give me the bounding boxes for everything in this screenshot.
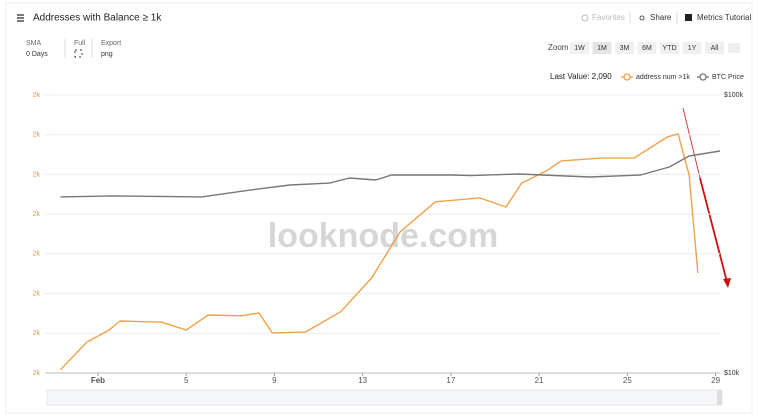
series-line bbox=[59, 133, 699, 371]
series-line bbox=[60, 150, 721, 198]
zoom-label: Zoom bbox=[548, 43, 569, 52]
y2-tick-label: $100k bbox=[724, 92, 744, 99]
annotation-arrow bbox=[699, 177, 728, 283]
x-tick-label: 17 bbox=[446, 376, 455, 385]
sma-select[interactable]: 0 Days bbox=[26, 51, 48, 58]
zoom-buttons: 1W 1M 3M 6M YTD 1Y All bbox=[570, 42, 724, 54]
zoom-button-label: 1Y bbox=[688, 45, 697, 52]
range-slider[interactable] bbox=[46, 389, 723, 406]
annotation-line bbox=[682, 107, 701, 179]
x-tick-label: 5 bbox=[184, 376, 189, 385]
legend-label[interactable]: BTC Price bbox=[712, 74, 744, 81]
zoom-button-label: 6M bbox=[642, 45, 652, 52]
zoom-button[interactable] bbox=[660, 42, 679, 54]
card bbox=[5, 2, 753, 414]
y-tick-label: 2k bbox=[33, 330, 41, 337]
x-tick-label: 29 bbox=[711, 376, 720, 385]
slider-handle[interactable] bbox=[717, 390, 722, 405]
legend-label[interactable]: address num >1k bbox=[636, 74, 690, 81]
zoom-button-label: 3M bbox=[620, 45, 630, 52]
legend-marker bbox=[699, 73, 707, 81]
y-tick-label: 2k bbox=[33, 251, 41, 258]
full-icon[interactable] bbox=[74, 49, 83, 58]
menu-icon[interactable] bbox=[17, 14, 24, 22]
zoom-button[interactable] bbox=[682, 42, 702, 54]
share-icon bbox=[639, 15, 645, 21]
favorites-icon bbox=[581, 14, 589, 22]
x-tick-label: 13 bbox=[358, 376, 367, 385]
y2-tick-label: $10k bbox=[724, 370, 740, 377]
tutorial-icon bbox=[685, 14, 692, 21]
last-value: Last Value: 2,090 bbox=[550, 72, 612, 81]
y-tick-label: 2k bbox=[33, 211, 41, 218]
export-label: Export bbox=[101, 40, 121, 47]
annotation-arrowhead bbox=[723, 278, 731, 288]
legend-marker bbox=[623, 73, 631, 81]
export-select[interactable]: png bbox=[101, 51, 113, 58]
share[interactable]: Share bbox=[650, 13, 672, 22]
y-tick-label: 2k bbox=[33, 132, 41, 139]
y-tick-label: 2k bbox=[33, 370, 41, 377]
page-title: Addresses with Balance ≥ 1k bbox=[33, 13, 162, 24]
y-tick-label: 2k bbox=[33, 92, 41, 99]
calendar-button[interactable] bbox=[728, 43, 740, 53]
zoom-button-label: 1M bbox=[597, 45, 607, 52]
zoom-button-label: 1W bbox=[574, 45, 585, 52]
y-tick-label: 2k bbox=[33, 171, 41, 178]
x-tick-label: Feb bbox=[91, 376, 105, 385]
y-tick-label: 2k bbox=[33, 290, 41, 297]
zoom-button[interactable] bbox=[637, 42, 657, 54]
zoom-button-label: All bbox=[711, 45, 719, 52]
zoom-button[interactable] bbox=[705, 42, 724, 54]
x-tick-label: 21 bbox=[535, 376, 544, 385]
watermark: looknode.com bbox=[268, 217, 498, 255]
zoom-button[interactable] bbox=[615, 42, 634, 54]
legend: address num >1k BTC Price bbox=[621, 73, 744, 81]
tutorial[interactable]: Metrics Tutorial bbox=[697, 13, 751, 22]
x-tick-label: 9 bbox=[272, 376, 277, 385]
zoom-button[interactable] bbox=[570, 42, 589, 54]
favorites[interactable]: Favorites bbox=[592, 13, 625, 22]
full-label: Full bbox=[74, 40, 86, 47]
zoom-button-label: YTD bbox=[663, 45, 677, 52]
x-tick-label: 25 bbox=[623, 376, 632, 385]
sma-label: SMA bbox=[26, 40, 42, 47]
zoom-button[interactable] bbox=[592, 42, 612, 54]
